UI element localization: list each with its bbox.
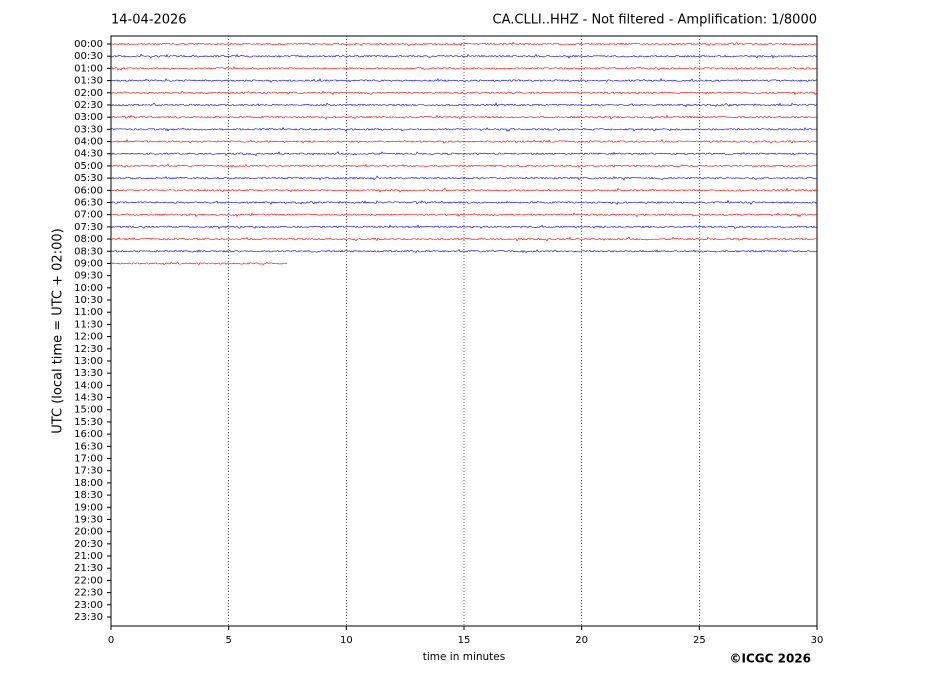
trace bbox=[110, 261, 288, 266]
y-tick-label: 15:30 bbox=[74, 417, 103, 428]
trace bbox=[110, 102, 818, 108]
y-axis-label: UTC (local time = UTC + 02:00) bbox=[51, 228, 66, 433]
trace bbox=[110, 126, 818, 132]
y-tick-label: 01:00 bbox=[74, 63, 103, 74]
y-tick-label: 16:30 bbox=[74, 441, 103, 452]
y-tick-label: 05:00 bbox=[74, 161, 103, 172]
y-tick-label: 05:30 bbox=[74, 173, 103, 184]
trace bbox=[110, 53, 818, 59]
y-tick-label: 19:00 bbox=[74, 502, 103, 513]
y-tick-label: 12:00 bbox=[74, 332, 103, 343]
y-tick-label: 17:30 bbox=[74, 466, 103, 477]
trace bbox=[110, 163, 818, 168]
y-tick-label: 00:00 bbox=[74, 39, 103, 50]
y-tick-label: 14:30 bbox=[74, 393, 103, 404]
y-tick-label: 01:30 bbox=[74, 76, 103, 87]
trace bbox=[110, 224, 818, 230]
y-tick-label: 09:00 bbox=[74, 258, 103, 269]
trace bbox=[110, 151, 818, 157]
x-tick-label: 25 bbox=[693, 635, 706, 646]
y-tick-label: 10:00 bbox=[74, 283, 103, 294]
y-tick-label: 18:00 bbox=[74, 478, 103, 489]
y-tick-label: 18:30 bbox=[74, 490, 103, 501]
trace bbox=[110, 90, 818, 96]
trace bbox=[110, 212, 818, 218]
y-tick-label: 13:00 bbox=[74, 356, 103, 367]
y-tick-label: 20:00 bbox=[74, 527, 103, 538]
y-tick-label: 02:30 bbox=[74, 100, 103, 111]
y-tick-label: 04:00 bbox=[74, 137, 103, 148]
copyright: ©ICGC 2026 bbox=[729, 652, 811, 666]
y-tick-label: 13:30 bbox=[74, 368, 103, 379]
y-tick-label: 22:00 bbox=[74, 575, 103, 586]
y-tick-label: 07:30 bbox=[74, 222, 103, 233]
y-tick-label: 16:00 bbox=[74, 429, 103, 440]
trace bbox=[110, 248, 818, 254]
x-tick-label: 5 bbox=[225, 635, 231, 646]
y-tick-label: 23:30 bbox=[74, 612, 103, 623]
y-tick-label: 02:00 bbox=[74, 88, 103, 99]
y-tick-label: 22:30 bbox=[74, 588, 103, 599]
x-tick-label: 0 bbox=[108, 635, 114, 646]
y-tick-label: 03:30 bbox=[74, 124, 103, 135]
trace bbox=[110, 65, 818, 71]
x-tick-label: 10 bbox=[340, 635, 353, 646]
chart-title: CA.CLLI..HHZ - Not filtered - Amplificat… bbox=[493, 13, 818, 28]
y-tick-label: 06:30 bbox=[74, 197, 103, 208]
y-tick-label: 08:00 bbox=[74, 234, 103, 245]
y-tick-label: 08:30 bbox=[74, 246, 103, 257]
y-tick-label: 10:30 bbox=[74, 295, 103, 306]
y-tick-label: 11:30 bbox=[74, 319, 103, 330]
y-tick-label: 21:30 bbox=[74, 563, 103, 574]
trace bbox=[110, 138, 818, 144]
y-tick-label: 23:00 bbox=[74, 600, 103, 611]
y-tick-label: 11:00 bbox=[74, 307, 103, 318]
y-tick-label: 20:30 bbox=[74, 539, 103, 550]
trace bbox=[110, 187, 818, 193]
x-tick-label: 15 bbox=[458, 635, 471, 646]
trace bbox=[110, 114, 818, 120]
y-tick-label: 21:00 bbox=[74, 551, 103, 562]
y-tick-label: 07:00 bbox=[74, 210, 103, 221]
date: 14-04-2026 bbox=[111, 13, 187, 28]
y-tick-label: 17:00 bbox=[74, 454, 103, 465]
y-tick-label: 14:00 bbox=[74, 380, 103, 391]
y-tick-label: 19:30 bbox=[74, 514, 103, 525]
x-tick-label: 20 bbox=[575, 635, 588, 646]
y-tick-label: 00:30 bbox=[74, 51, 103, 62]
y-tick-label: 06:00 bbox=[74, 185, 103, 196]
y-tick-label: 09:30 bbox=[74, 271, 103, 282]
trace bbox=[110, 199, 818, 206]
trace bbox=[110, 41, 818, 47]
trace bbox=[110, 77, 818, 83]
x-axis-label: time in minutes bbox=[423, 651, 505, 663]
trace bbox=[110, 236, 818, 242]
y-tick-label: 04:30 bbox=[74, 149, 103, 160]
y-tick-label: 03:00 bbox=[74, 112, 103, 123]
y-tick-label: 15:00 bbox=[74, 405, 103, 416]
x-tick-label: 30 bbox=[811, 635, 824, 646]
trace bbox=[110, 175, 818, 181]
y-tick-label: 12:30 bbox=[74, 344, 103, 355]
